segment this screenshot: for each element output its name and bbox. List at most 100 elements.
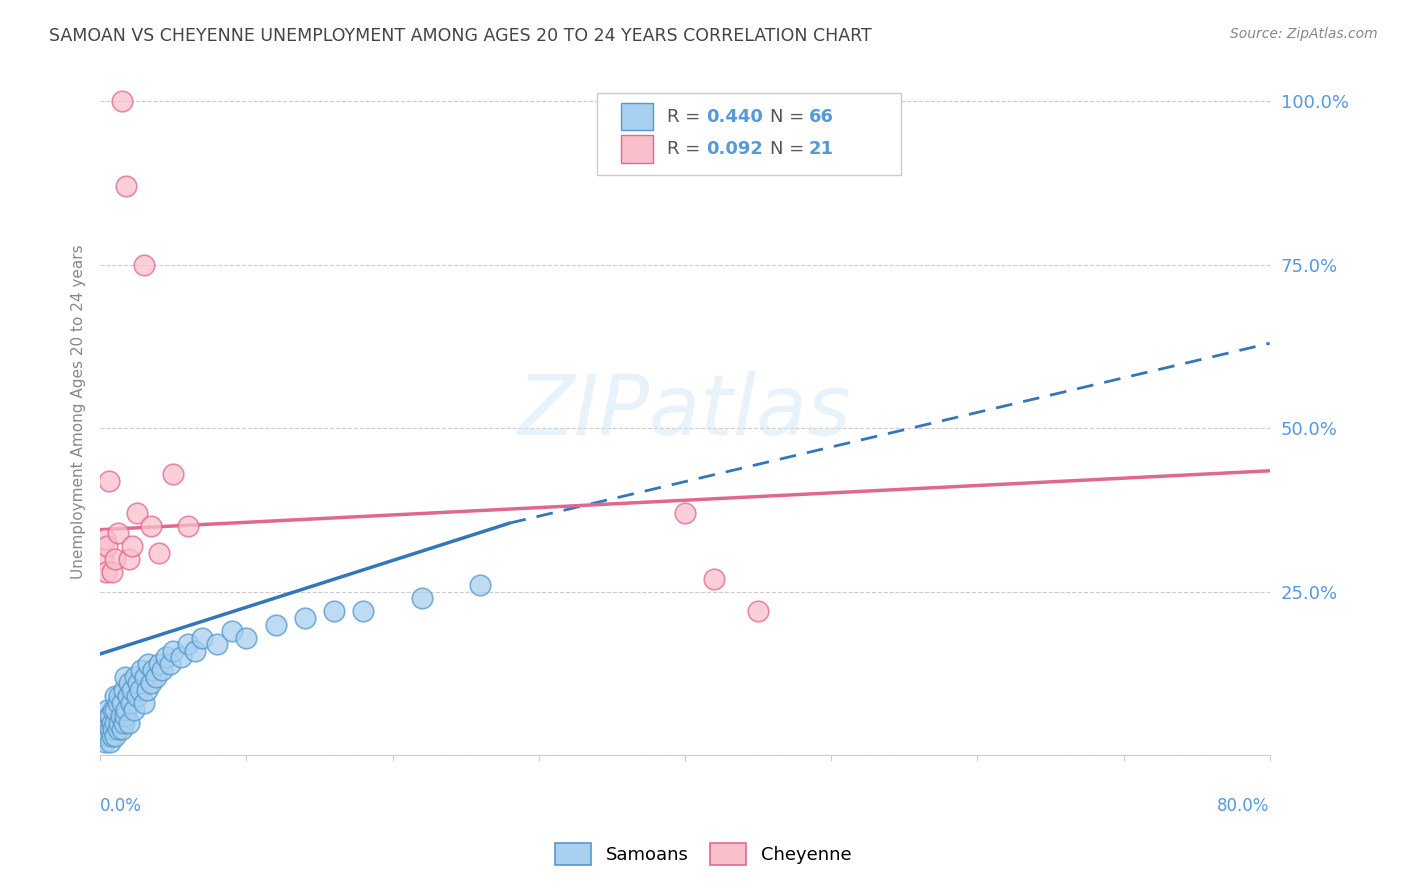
Point xyxy=(91,552,114,566)
Point xyxy=(94,565,117,579)
Point xyxy=(294,611,316,625)
Point xyxy=(96,715,118,730)
Text: Source: ZipAtlas.com: Source: ZipAtlas.com xyxy=(1230,27,1378,41)
Point xyxy=(108,690,131,704)
Point xyxy=(235,631,257,645)
Point xyxy=(94,729,117,743)
Text: 0.092: 0.092 xyxy=(706,140,763,158)
Point xyxy=(323,604,346,618)
Point xyxy=(159,657,181,671)
Point xyxy=(747,604,769,618)
Point xyxy=(169,650,191,665)
Point xyxy=(96,702,118,716)
Y-axis label: Unemployment Among Ages 20 to 24 years: Unemployment Among Ages 20 to 24 years xyxy=(72,244,86,579)
Point xyxy=(221,624,243,638)
Point xyxy=(138,657,160,671)
Point xyxy=(411,591,433,606)
Point xyxy=(121,539,143,553)
Point xyxy=(177,637,200,651)
Point xyxy=(673,506,696,520)
Text: 0.440: 0.440 xyxy=(706,108,763,126)
Point xyxy=(124,670,146,684)
FancyBboxPatch shape xyxy=(620,136,654,162)
Text: R =: R = xyxy=(668,108,706,126)
Point xyxy=(162,643,184,657)
Point xyxy=(112,682,135,697)
Point xyxy=(104,729,127,743)
Point xyxy=(101,729,124,743)
Point xyxy=(122,702,145,716)
Point xyxy=(121,682,143,697)
Point xyxy=(205,637,228,651)
Point xyxy=(352,604,374,618)
Point xyxy=(117,690,139,704)
Point xyxy=(118,552,141,566)
Point xyxy=(114,670,136,684)
Point xyxy=(111,722,134,736)
Point xyxy=(141,676,163,690)
Point xyxy=(103,702,125,716)
Point xyxy=(132,696,155,710)
Point xyxy=(114,709,136,723)
Point xyxy=(264,617,287,632)
Point xyxy=(107,696,129,710)
Point xyxy=(107,525,129,540)
Text: SAMOAN VS CHEYENNE UNEMPLOYMENT AMONG AGES 20 TO 24 YEARS CORRELATION CHART: SAMOAN VS CHEYENNE UNEMPLOYMENT AMONG AG… xyxy=(49,27,872,45)
FancyBboxPatch shape xyxy=(598,93,901,175)
Point xyxy=(115,179,138,194)
Point xyxy=(162,467,184,481)
Point xyxy=(177,519,200,533)
Point xyxy=(98,709,121,723)
Point xyxy=(120,696,142,710)
Point xyxy=(148,657,170,671)
Point xyxy=(125,690,148,704)
Text: 0.0%: 0.0% xyxy=(100,797,142,814)
Point xyxy=(155,650,177,665)
Point xyxy=(98,735,121,749)
Point xyxy=(470,578,492,592)
Point xyxy=(104,702,127,716)
Point xyxy=(101,715,124,730)
Point xyxy=(118,676,141,690)
Point xyxy=(107,722,129,736)
Text: 80.0%: 80.0% xyxy=(1218,797,1270,814)
Point xyxy=(703,572,725,586)
Text: N =: N = xyxy=(770,140,810,158)
Point xyxy=(112,715,135,730)
Point xyxy=(98,722,121,736)
Point xyxy=(129,663,152,677)
Point xyxy=(101,565,124,579)
Point xyxy=(97,729,120,743)
Point xyxy=(97,709,120,723)
Point xyxy=(148,545,170,559)
Legend: Samoans, Cheyenne: Samoans, Cheyenne xyxy=(546,834,860,874)
Point xyxy=(91,722,114,736)
Point xyxy=(184,643,207,657)
Point xyxy=(145,670,167,684)
Point xyxy=(142,663,165,677)
Point xyxy=(135,682,157,697)
Text: 66: 66 xyxy=(808,108,834,126)
Point xyxy=(111,696,134,710)
Point xyxy=(103,722,125,736)
Text: N =: N = xyxy=(770,108,810,126)
Point xyxy=(111,94,134,108)
Point xyxy=(110,709,132,723)
Point xyxy=(104,690,127,704)
Point xyxy=(125,506,148,520)
Point xyxy=(118,715,141,730)
Point xyxy=(132,258,155,272)
Point xyxy=(96,539,118,553)
Point xyxy=(128,682,150,697)
Point xyxy=(134,670,156,684)
Point xyxy=(141,519,163,533)
Point xyxy=(104,552,127,566)
Point xyxy=(191,631,214,645)
Point xyxy=(127,676,149,690)
Text: R =: R = xyxy=(668,140,706,158)
Point xyxy=(150,663,173,677)
FancyBboxPatch shape xyxy=(620,103,654,130)
Point xyxy=(97,474,120,488)
Point xyxy=(93,533,115,547)
Point xyxy=(115,702,138,716)
